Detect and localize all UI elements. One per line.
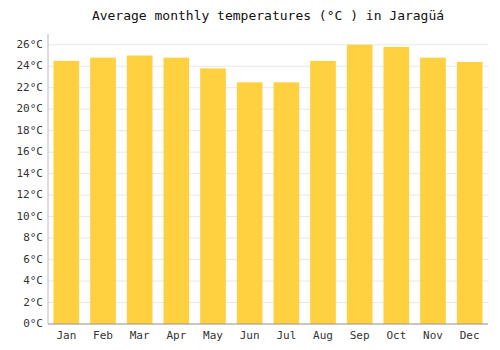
bar	[384, 47, 410, 324]
x-tick-label: May	[203, 329, 223, 342]
x-tick-label: Nov	[423, 329, 443, 342]
x-tick-label: Jan	[56, 329, 76, 342]
y-tick-label: 10°C	[17, 210, 44, 223]
x-tick-label: Dec	[460, 329, 480, 342]
title: Average monthly temperatures (°C ) in Ja…	[92, 8, 444, 23]
y-tick-label: 22°C	[17, 81, 44, 94]
bar	[90, 58, 116, 324]
y-tick-label: 2°C	[23, 296, 43, 309]
bar	[274, 82, 300, 324]
chart: 0°C 2°C 4°C 6°C 8°C 10°C 12°C 14°C 16°C 18°C 20°C 2…	[0, 0, 500, 350]
bar	[127, 55, 153, 324]
bar	[54, 61, 80, 324]
y-tick-label: 4°C	[23, 274, 43, 287]
grid	[48, 45, 488, 324]
y-tick-label: 12°C	[17, 188, 44, 201]
y-axis-line	[48, 34, 49, 324]
y-tick-label: 20°C	[17, 102, 44, 115]
y-tick-label: 8°C	[23, 231, 43, 244]
y-ticks: 0°C 2°C 4°C 6°C 8°C 10°C 12°C 14°C 16°C 18°C 20°C 2…	[17, 38, 44, 330]
y-tick-label: 24°C	[17, 59, 44, 72]
y-tick-label: 6°C	[23, 253, 43, 266]
y-tick-label: 26°C	[17, 38, 44, 51]
x-tick-label: Apr	[166, 329, 186, 342]
x-tick-label: Sep	[350, 329, 370, 342]
x-tick-label: Mar	[130, 329, 150, 342]
y-tick-label: 0°C	[23, 317, 43, 330]
y-tick-label: 16°C	[17, 145, 44, 158]
bar	[420, 58, 446, 324]
bar	[310, 61, 336, 324]
bar	[237, 82, 263, 324]
y-tick-label: 14°C	[17, 167, 44, 180]
x-tick-label: Jul	[276, 329, 296, 342]
chart-container: 0°C 2°C 4°C 6°C 8°C 10°C 12°C 14°C 16°C 18°C 20°C 2…	[0, 0, 500, 350]
x-tick-label: Jun	[240, 329, 260, 342]
grid-line	[48, 324, 488, 325]
x-tick-label: Feb	[93, 329, 113, 342]
bar	[347, 45, 373, 324]
bar	[200, 68, 226, 324]
bar	[164, 58, 190, 324]
x-tick-label: Oct	[386, 329, 406, 342]
bars	[54, 45, 483, 324]
x-axis-line	[48, 324, 488, 325]
bar	[457, 62, 483, 324]
x-ticks: Jan Feb Mar Apr May Jun Jul Aug Sep Oct Nov Dec	[56, 329, 479, 342]
grid-line	[48, 44, 488, 45]
y-tick-label: 18°C	[17, 124, 44, 137]
x-tick-label: Aug	[313, 329, 333, 342]
